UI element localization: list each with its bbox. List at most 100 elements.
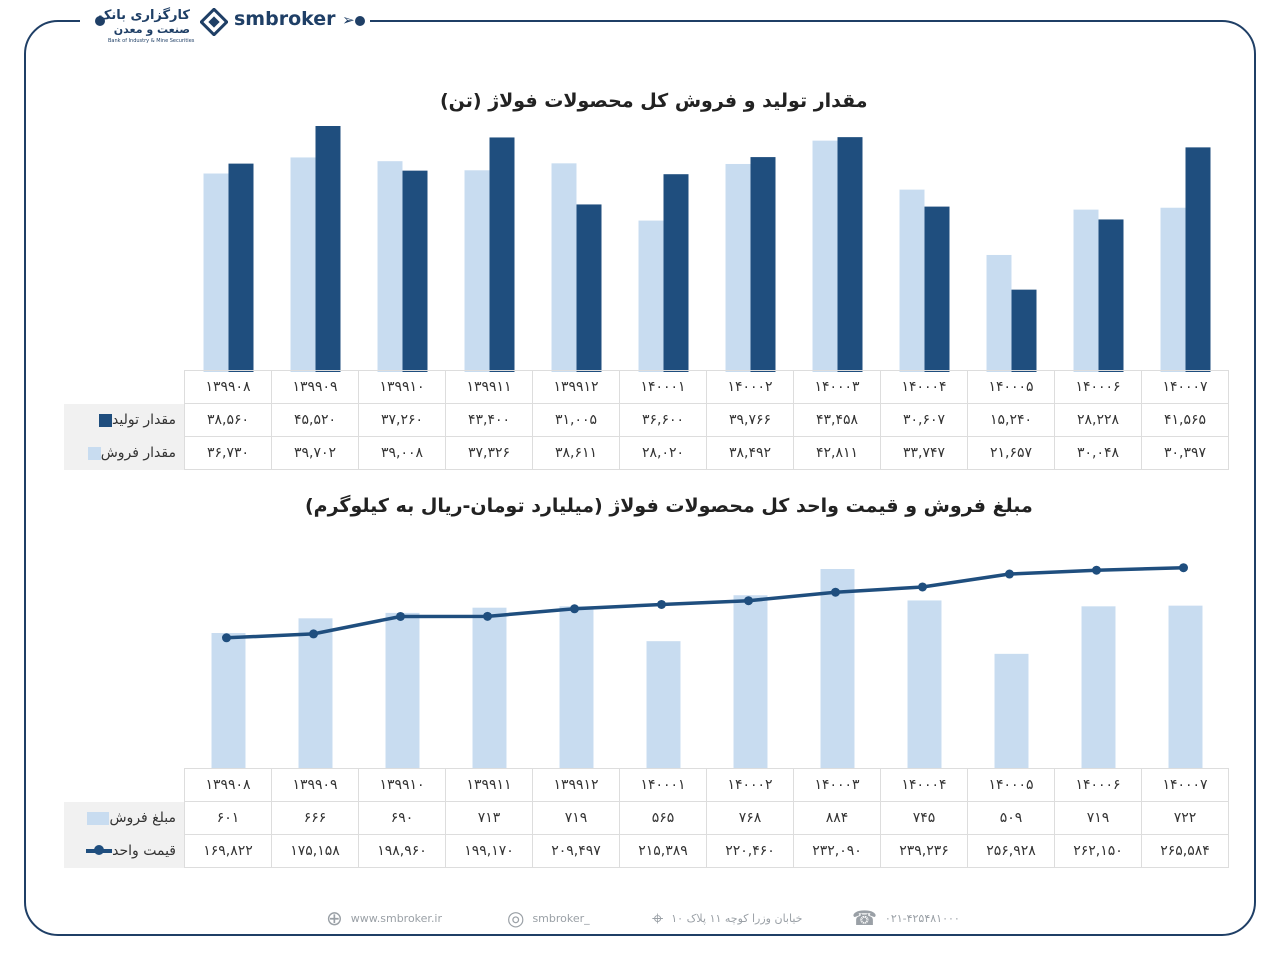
table-cell: ۵۶۵: [619, 801, 707, 835]
table-cell: ۱۳۹۹۱۰: [358, 768, 446, 802]
table-cell: ۳۳,۷۴۷: [880, 436, 968, 470]
table-cell: ۲۸,۰۲۰: [619, 436, 707, 470]
location-pin-icon: ⌖: [652, 906, 664, 930]
bank-name-fa-2: صنعت و معدن: [113, 23, 190, 36]
bar-sales-amount-140005: [994, 653, 1029, 769]
chart1-title: مقدار تولید و فروش کل محصولات فولاژ (تن): [440, 90, 868, 112]
table-cell: ۱۶۹,۸۲۲: [184, 834, 272, 868]
legend-unit-price: قیمت واحد: [64, 834, 185, 868]
table-cell: ۱۵,۲۴۰: [967, 403, 1055, 437]
table-cell: ۳۰,۰۴۸: [1054, 436, 1142, 470]
table-cell: ۳۹,۷۶۶: [706, 403, 794, 437]
unit-price-point-139909: [309, 629, 318, 639]
chart2-title: مبلغ فروش و قیمت واحد کل محصولات فولاژ (…: [305, 495, 1033, 517]
table-cell: ۲۶۲,۱۵۰: [1054, 834, 1142, 868]
header-dot-left: [95, 16, 105, 26]
bar-sales-139909: [290, 157, 316, 372]
footer-website[interactable]: ⊕ www.smbroker.ir: [326, 906, 443, 930]
table-cell: ۱۴۰۰۰۱: [619, 768, 707, 802]
table-cell: ۶۶۶: [271, 801, 359, 835]
table-cell: ۱۴۰۰۰۵: [967, 768, 1055, 802]
legend-sales-amount: مبلغ فروش: [64, 801, 185, 835]
table-cell: ۷۱۳: [445, 801, 533, 835]
bar-sales-amount-140003: [820, 569, 855, 769]
table-cell: ۱۳۹۹۰۸: [184, 370, 272, 404]
bar-sales-139908: [203, 173, 229, 372]
table-cell: ۳۱,۰۰۵: [532, 403, 620, 437]
instagram-icon: ◎: [507, 906, 525, 930]
table-cell: ۲۱۵,۳۸۹: [619, 834, 707, 868]
footer-address: ⌖ خیابان وزرا کوچه ۱۱ پلاک ۱۰: [652, 906, 803, 930]
table-cell: ۱۴۰۰۰۲: [706, 768, 794, 802]
bank-logo: کارگزاری بانک صنعت و معدن Bank of Indust…: [98, 6, 228, 46]
table-cell: ۴۵,۵۲۰: [271, 403, 359, 437]
table-cell: ۳۶,۶۰۰: [619, 403, 707, 437]
bar-sales-amount-139910: [385, 612, 420, 769]
table-cell: ۷۲۲: [1141, 801, 1229, 835]
footer-instagram[interactable]: ◎ smbroker_: [507, 906, 590, 930]
table-cell: ۳۸,۴۹۲: [706, 436, 794, 470]
table-cell: ۳۸,۶۱۱: [532, 436, 620, 470]
legend-swatch-production: [99, 413, 112, 427]
bank-name-en: Bank of Industry & Mine Securities: [108, 38, 195, 44]
bar-sales-139910: [377, 161, 403, 372]
bar-production-139909: [315, 126, 341, 372]
bar-production-140003: [837, 137, 863, 372]
table-cell: ۷۴۵: [880, 801, 968, 835]
bar-sales-140004: [899, 189, 925, 372]
table-cell: ۱۴۰۰۰۴: [880, 370, 968, 404]
table-cell: ۱۴۰۰۰۴: [880, 768, 968, 802]
bar-production-140001: [663, 174, 689, 372]
table-cell: ۱۴۰۰۰۱: [619, 370, 707, 404]
legend-swatch-sales-amount: [87, 811, 110, 825]
table-cell: ۲۸,۲۲۸: [1054, 403, 1142, 437]
bar-production-139908: [228, 163, 254, 372]
bar-sales-amount-139908: [211, 633, 246, 769]
bar-production-139912: [576, 204, 602, 372]
table-cell: ۳۰,۶۰۷: [880, 403, 968, 437]
table-cell: ۱۴۰۰۰۲: [706, 370, 794, 404]
bar-sales-140007: [1160, 207, 1186, 372]
bar-production-139910: [402, 170, 428, 372]
unit-price-point-140002: [744, 596, 753, 606]
bar-sales-139911: [464, 170, 490, 372]
bar-sales-139912: [551, 163, 577, 372]
unit-price-point-139908: [222, 633, 231, 643]
table-cell: ۷۶۸: [706, 801, 794, 835]
table-cell: ۱۳۹۹۰۹: [271, 370, 359, 404]
legend-swatch-sales: [87, 446, 101, 460]
table-cell: ۲۵۶,۹۲۸: [967, 834, 1055, 868]
table-cell: ۱۳۹۹۱۱: [445, 370, 533, 404]
legend-swatch-unit-price: [86, 845, 113, 855]
bar-sales-amount-139909: [298, 618, 333, 769]
table-cell: ۱۴۰۰۰۶: [1054, 370, 1142, 404]
table-cell: ۳۸,۵۶۰: [184, 403, 272, 437]
bar-production-140004: [924, 206, 950, 372]
table-cell: ۱۴۰۰۰۵: [967, 370, 1055, 404]
table-cell: ۵۰۹: [967, 801, 1055, 835]
unit-price-line: [226, 565, 1184, 640]
phone-icon: ☎: [852, 906, 877, 930]
bar-production-140002: [750, 157, 776, 372]
footer-phone[interactable]: ☎ ۰۲۱-۴۲۵۴۸۱۰۰۰: [852, 906, 960, 930]
bar-sales-140002: [725, 163, 751, 372]
table-cell: ۳۰,۳۹۷: [1141, 436, 1229, 470]
chart2-plot: [211, 563, 1203, 769]
table-cell: ۶۹۰: [358, 801, 446, 835]
page-frame: [24, 20, 1256, 936]
table-cell: ۳۹,۷۰۲: [271, 436, 359, 470]
table-cell: ۴۳,۴۵۸: [793, 403, 881, 437]
table-cell: ۱۴۰۰۰۶: [1054, 768, 1142, 802]
bar-production-139911: [489, 137, 515, 372]
table-cell: ۱۹۸,۹۶۰: [358, 834, 446, 868]
table-cell: ۱۳۹۹۰۹: [271, 768, 359, 802]
bar-sales-amount-139911: [472, 607, 507, 769]
bar-sales-amount-140001: [646, 641, 681, 769]
table-cell: ۴۳,۴۰۰: [445, 403, 533, 437]
table-cell: ۱۳۹۹۱۲: [532, 768, 620, 802]
unit-price-point-140003: [831, 587, 840, 597]
table-cell: ۱۴۰۰۰۷: [1141, 370, 1229, 404]
bar-sales-140001: [638, 220, 664, 372]
unit-price-point-139912: [570, 604, 579, 614]
bar-sales-amount-140004: [907, 600, 942, 769]
